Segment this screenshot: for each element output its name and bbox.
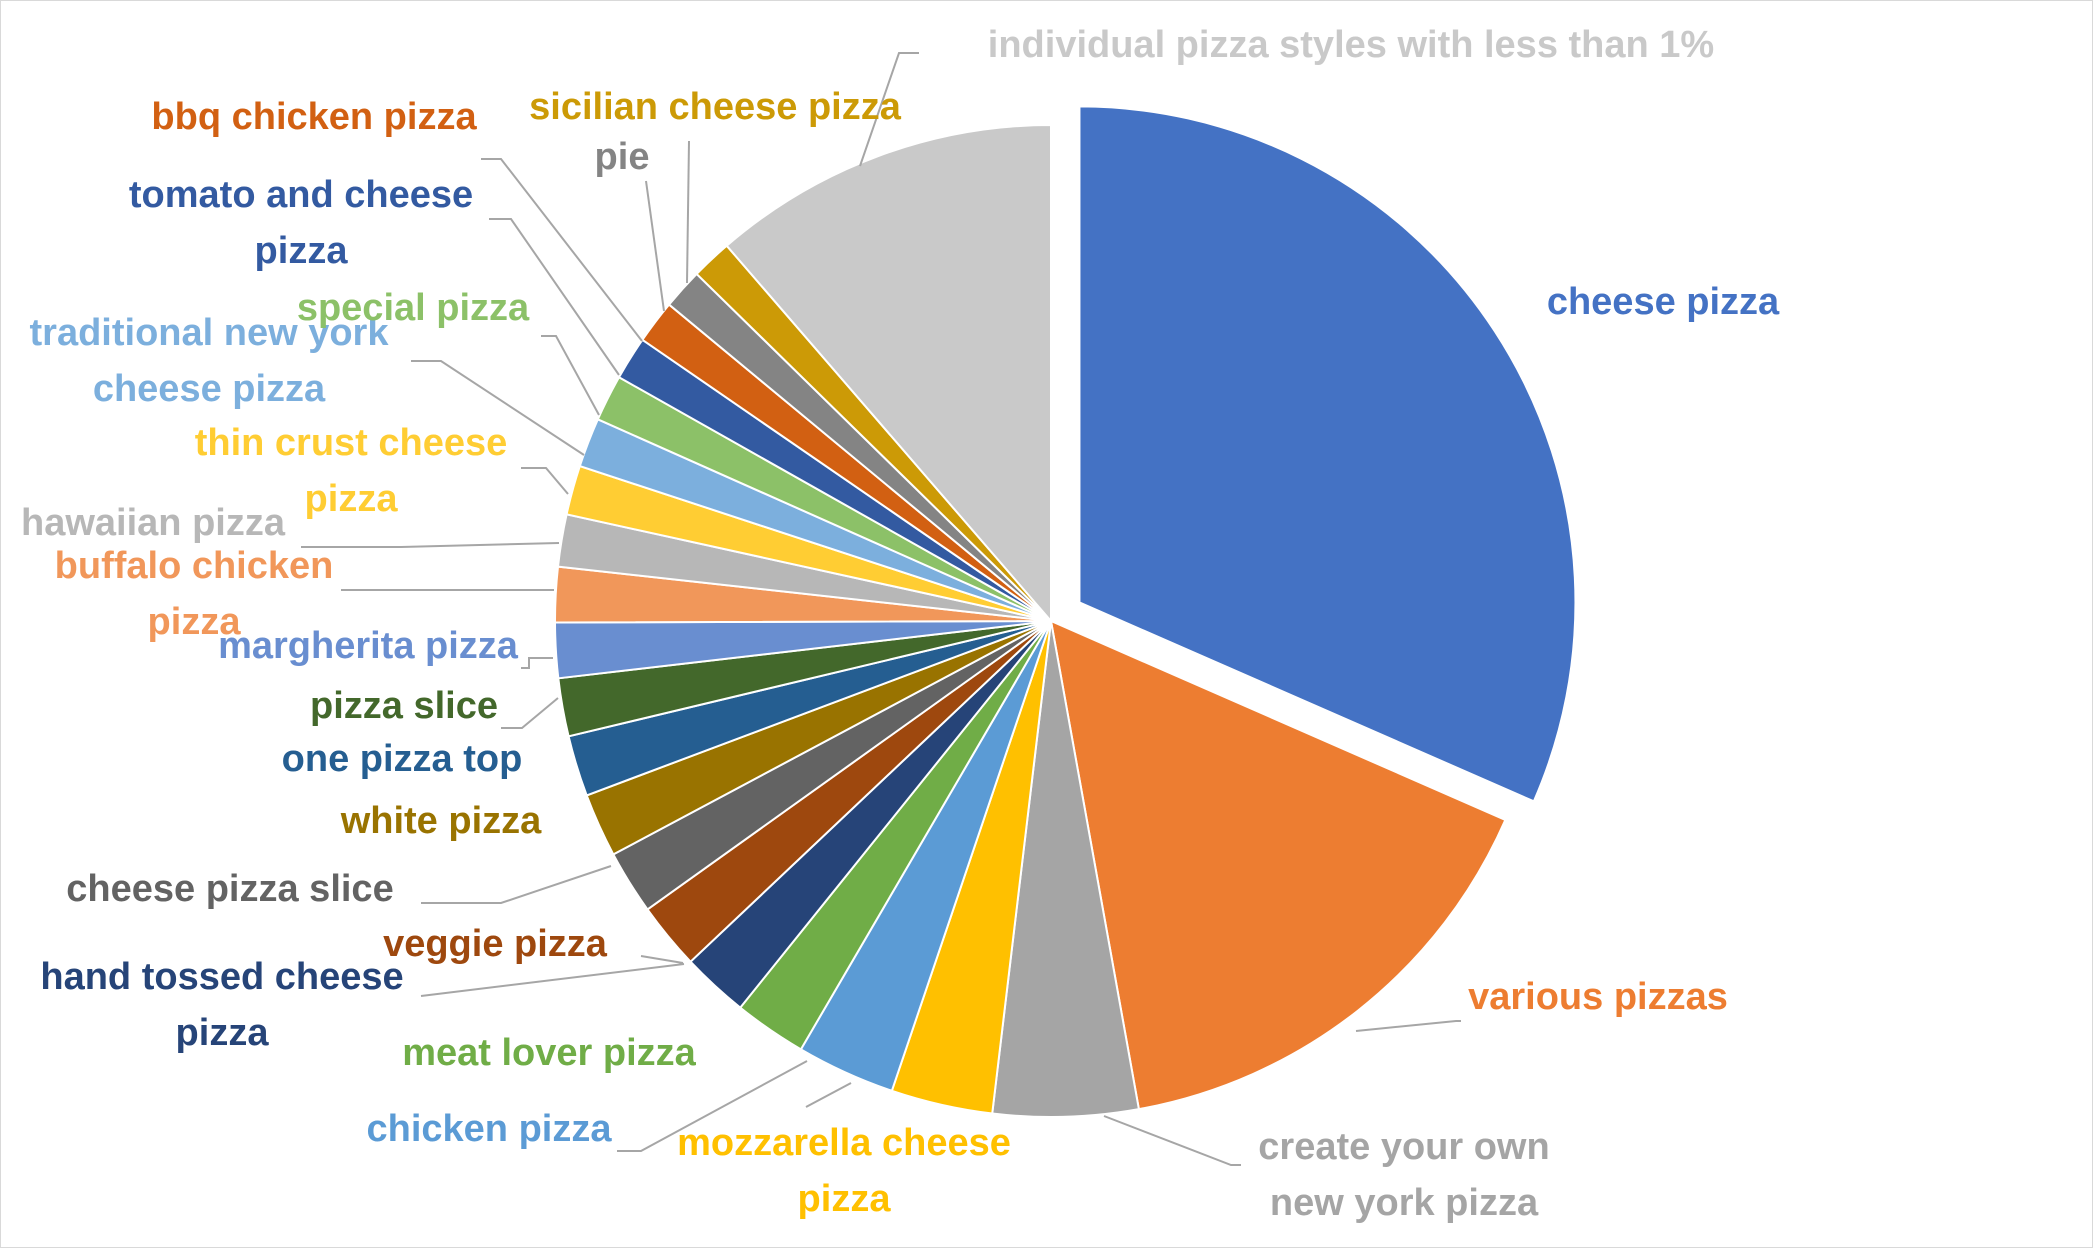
slice-label: meat lover pizza: [402, 1032, 696, 1074]
slice-label: various pizzas: [1468, 976, 1728, 1018]
leader-line: [640, 955, 684, 964]
pie-slice-various-pizzas: [1049, 619, 1507, 1111]
slice-label: thin crust cheese pizza: [195, 422, 508, 520]
slice-label: create your own new york pizza: [1258, 1126, 1549, 1224]
slice-label: pizza slice: [310, 685, 498, 727]
leader-line: [421, 865, 612, 904]
leader-line: [541, 335, 600, 416]
slice-label: bbq chicken pizza: [151, 96, 477, 138]
slice-label: sicilian cheese pizza: [529, 86, 902, 128]
slice-label: margherita pizza: [218, 625, 519, 667]
leader-line: [489, 218, 620, 376]
leader-line: [481, 158, 643, 342]
leader-line: [521, 467, 569, 495]
slice-label: special pizza: [297, 287, 530, 329]
leader-line: [1355, 1020, 1461, 1032]
slice-labels: cheese pizza various pizzas create your ow…: [21, 24, 1780, 1224]
slice-label: buffalo chicken pizza: [55, 545, 334, 643]
leader-line: [501, 697, 559, 729]
leader-line: [420, 963, 685, 997]
pie-slices: [553, 105, 1577, 1118]
slice-label: white pizza: [340, 800, 542, 842]
slice-label: hawaiian pizza: [21, 502, 286, 544]
leader-line: [617, 1060, 808, 1152]
leader-line: [1103, 1115, 1241, 1166]
leader-lines: [301, 52, 1461, 1166]
leader-line: [411, 360, 585, 456]
slice-label: hand tossed cheese pizza: [40, 956, 403, 1054]
slice-label: pie: [595, 136, 650, 178]
leader-line: [645, 180, 665, 312]
slice-label: individual pizza styles with less than 1…: [988, 24, 1714, 66]
slice-label: chicken pizza: [367, 1108, 613, 1150]
leader-line: [686, 140, 690, 284]
slice-label: tomato and cheese pizza: [129, 174, 473, 272]
slice-label: mozzarella cheese pizza: [677, 1122, 1011, 1220]
leader-line: [301, 542, 560, 548]
leader-line: [859, 52, 919, 167]
leader-line: [521, 657, 553, 669]
slice-label: one pizza top: [282, 738, 523, 780]
pie-slice-cheese-pizza: [1078, 105, 1577, 803]
leader-line: [805, 1082, 852, 1108]
slice-label: veggie pizza: [383, 923, 608, 965]
slice-label: cheese pizza slice: [66, 868, 393, 910]
slice-label: traditional new york cheese pizza: [30, 312, 390, 410]
slice-label: cheese pizza: [1547, 281, 1780, 323]
pie-slice-individual-pizza-styles-with-less-than-1-: [725, 123, 1052, 624]
